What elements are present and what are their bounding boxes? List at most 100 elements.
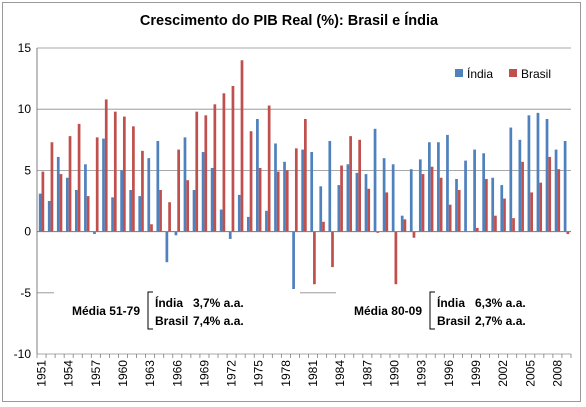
bar-india-2009: [563, 141, 567, 232]
bar-india-1991: [400, 215, 404, 232]
bar-india-1975: [256, 118, 259, 232]
x-tick-label: 1960: [116, 360, 130, 387]
axes: [36, 48, 572, 358]
bar-brasil-1964: [159, 189, 162, 232]
bar-brasil-1984: [340, 165, 343, 232]
bar-brasil-1987: [367, 188, 371, 232]
bar-brasil-1965: [168, 202, 171, 232]
bar-brasil-1956: [86, 196, 90, 232]
bar-india-2008: [554, 149, 558, 232]
bar-brasil-1951: [41, 171, 45, 232]
x-axis-tick-labels: 1951 1954 1957 1960 1963 1966 1969 1972 1975 1978…: [35, 360, 565, 387]
annotation-background: [54, 289, 300, 333]
x-tick-label: 2008: [550, 360, 564, 387]
bar-india-1969: [201, 152, 205, 232]
bar-brasil-1976: [267, 105, 271, 232]
annotation-bracket: [429, 291, 435, 330]
chart-title: Crescimento do PIB Real (%): Brasil e Ín…: [140, 12, 439, 29]
annotation-series-name: Brasil: [155, 314, 188, 328]
bar-india-1986: [355, 172, 359, 232]
average-annotation: Média 80-09 Índia 6,3% a.a. Brasil 2,7% a.a.: [336, 289, 582, 333]
average-annotation: Média 51-79 Índia 3,7% a.a. Brasil 7,4% a.a.: [54, 289, 300, 333]
bar-brasil-1996: [448, 204, 452, 232]
y-tick-label: 5: [24, 163, 31, 177]
x-tick-label: 1999: [469, 360, 483, 387]
bar-india-1968: [192, 189, 196, 232]
bar-india-1983: [328, 141, 332, 232]
bar-brasil-1983: [331, 231, 334, 268]
bar-brasil-1993: [421, 174, 425, 232]
bar-india-2000: [482, 153, 486, 232]
bar-india-1959: [111, 197, 114, 232]
x-tick-label: 2002: [496, 360, 510, 387]
bar-india-1980: [301, 149, 304, 232]
bar-brasil-1981: [313, 231, 316, 285]
annotation-series-name: Índia: [155, 295, 183, 310]
x-tick-label: 2005: [523, 360, 537, 387]
y-axis-tick-labels: -10 -5 0 5 10 15: [14, 41, 32, 361]
bar-brasil-2009: [566, 231, 570, 235]
bar-brasil-1955: [77, 123, 81, 232]
y-tick-label: -10: [14, 347, 32, 361]
bar-india-1992: [409, 169, 413, 232]
bar-india-1976: [265, 210, 268, 232]
bar-india-1972: [228, 231, 232, 239]
annotation-label: Média 80-09: [354, 304, 422, 318]
bar-india-1974: [246, 216, 250, 232]
x-tick-label: 1990: [388, 360, 402, 387]
bar-brasil-2001: [494, 215, 497, 232]
bar-brasil-1957: [95, 137, 99, 232]
y-tick-label: 15: [18, 41, 32, 55]
bar-india-1955: [75, 189, 78, 232]
annotation-value: 2,7% a.a.: [475, 314, 526, 328]
bar-india-1966: [174, 231, 178, 236]
chart-frame: Crescimento do PIB Real (%): Brasil e Ín…: [2, 2, 582, 402]
legend-label-india: Índia: [467, 66, 493, 81]
bar-india-1958: [102, 138, 105, 232]
bar-india-1998: [464, 160, 467, 232]
bar-india-1987: [364, 174, 368, 232]
bar-brasil-1995: [439, 177, 443, 232]
y-tick-label: 10: [18, 102, 32, 116]
bar-india-1961: [129, 189, 133, 232]
bar-india-1952: [47, 201, 51, 232]
bar-brasil-2005: [530, 192, 533, 232]
bar-india-2004: [518, 139, 522, 232]
bar-india-2005: [527, 115, 531, 232]
bar-india-1978: [283, 161, 286, 232]
legend-label-brasil: Brasil: [521, 67, 551, 81]
bar-india-1951: [38, 193, 42, 232]
bar-brasil-1972: [231, 85, 235, 232]
x-tick-label: 1993: [415, 360, 429, 387]
annotation-value: 6,3% a.a.: [475, 296, 526, 310]
bar-india-1956: [84, 164, 87, 232]
x-tick-label: 1978: [279, 360, 293, 387]
bar-brasil-1963: [150, 224, 153, 232]
bar-brasil-2004: [521, 161, 524, 232]
y-tick-label: -5: [20, 286, 31, 300]
bar-india-1995: [437, 142, 440, 232]
bar-chart: Crescimento do PIB Real (%): Brasil e Ín…: [14, 12, 582, 387]
bar-india-1960: [120, 170, 123, 232]
bar-india-1953: [56, 156, 60, 232]
bar-india-1984: [337, 185, 341, 232]
bar-brasil-1953: [59, 174, 63, 232]
bar-brasil-1967: [186, 180, 190, 232]
bar-brasil-2006: [539, 182, 543, 232]
bar-india-1977: [274, 143, 277, 232]
x-tick-label: 1957: [89, 360, 103, 387]
bar-brasil-1969: [204, 115, 208, 232]
bar-brasil-1968: [195, 111, 199, 232]
x-tick-label: 1972: [225, 360, 239, 387]
bar-india-1997: [455, 178, 458, 232]
bar-india-1988: [373, 128, 377, 232]
bar-brasil-1959: [113, 111, 117, 232]
bar-india-1999: [473, 149, 476, 232]
x-tick-label: 1951: [35, 360, 49, 387]
bar-india-1957: [93, 231, 96, 235]
bar-brasil-1982: [322, 221, 325, 232]
bar-brasil-2007: [548, 156, 552, 232]
bar-india-1981: [310, 152, 314, 232]
bar-brasil-1988: [376, 231, 380, 233]
x-tick-label: 1984: [333, 360, 347, 387]
